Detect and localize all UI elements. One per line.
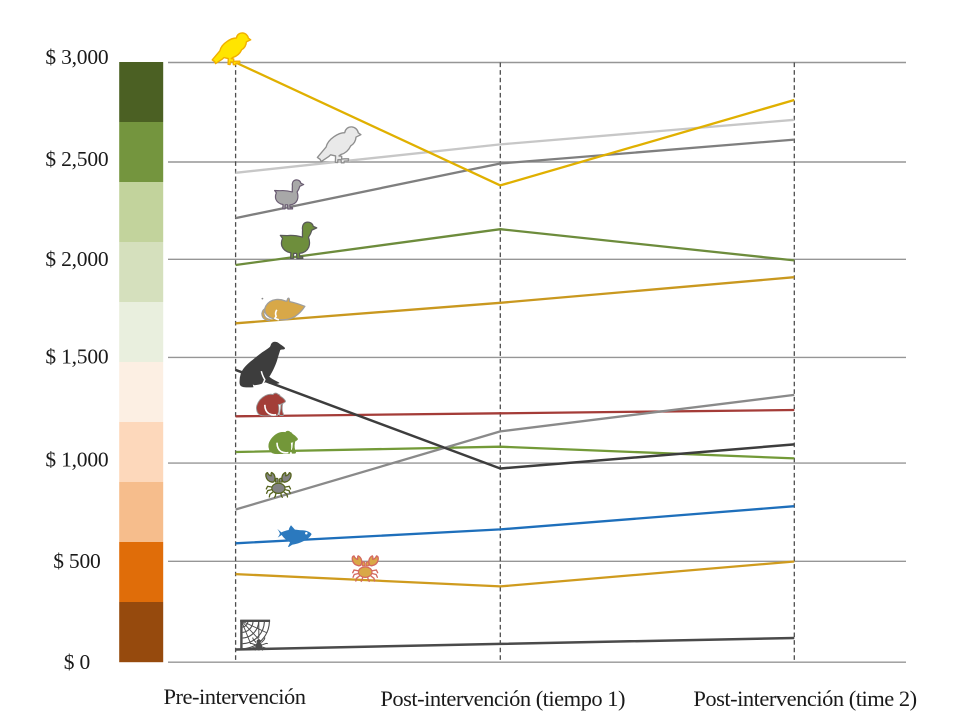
svg-text:Pre-intervención: Pre-intervención	[164, 684, 306, 709]
svg-text:$ 1,000: $ 1,000	[45, 448, 108, 472]
svg-text:$ 2,500: $ 2,500	[45, 147, 108, 171]
svg-text:$ 500: $ 500	[53, 549, 100, 573]
svg-text:$ 2,000: $ 2,000	[45, 247, 108, 271]
svg-text:$ 0: $ 0	[64, 650, 90, 674]
svg-text:$ 3,000: $ 3,000	[45, 45, 108, 69]
svg-text:Post-intervención (tiempo 1): Post-intervención (tiempo 1)	[380, 686, 625, 711]
svg-text:$ 1,500: $ 1,500	[45, 345, 108, 369]
svg-text:Post-intervención (time 2): Post-intervención (time 2)	[693, 686, 916, 711]
